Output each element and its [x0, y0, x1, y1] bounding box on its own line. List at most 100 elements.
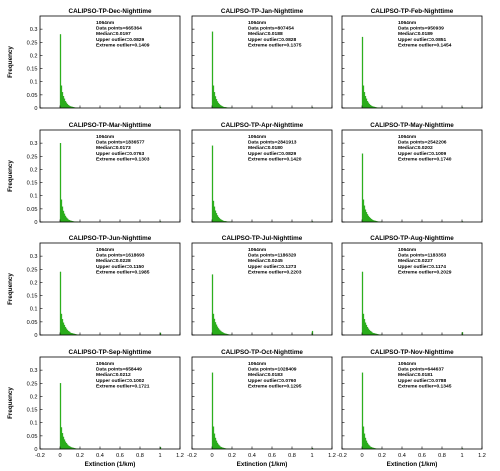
- histogram-bar: [59, 383, 62, 450]
- stat-label: Data points=1183353: [398, 253, 447, 259]
- histogram-bar: [65, 443, 68, 450]
- stat-label: Data points=950939: [398, 26, 444, 32]
- y-tick-label: 0.1: [30, 307, 38, 313]
- stat-label: Extreme outlier=0.1345: [398, 383, 452, 389]
- histogram-bar: [362, 426, 365, 450]
- histogram-bar: [67, 104, 70, 109]
- histogram-bar: [367, 328, 370, 336]
- stat-label: Upper outlier=0.0829: [96, 37, 145, 43]
- stat-label: Data points=1186320: [248, 253, 297, 259]
- histogram-bar: [220, 331, 223, 336]
- plot-frame: [191, 242, 333, 336]
- histogram-bar: [367, 444, 370, 450]
- histogram-bar: [362, 199, 365, 223]
- plot-frame: [39, 15, 181, 109]
- stat-label: Extreme outlier=0.2203: [248, 269, 302, 275]
- histogram-bar: [64, 326, 67, 336]
- histogram-bar: [216, 101, 219, 109]
- histogram-bar: [362, 85, 365, 109]
- stat-label: Median=0.0228: [96, 258, 131, 264]
- stat-label: 1064nm: [96, 361, 115, 367]
- x-tick-label: 1: [460, 453, 463, 459]
- x-tick-label: 1: [310, 453, 313, 459]
- stat-label: Extreme outlier=0.1375: [248, 42, 302, 48]
- panel-title: CALIPSO-TP-Sep-Nighttime: [69, 349, 152, 356]
- stat-label: 1064nm: [398, 247, 417, 253]
- y-tick-label: 0.05: [27, 207, 38, 213]
- histogram-bar: [213, 92, 216, 109]
- stat-label: Extreme outlier=0.1454: [398, 42, 452, 48]
- histogram-bar: [62, 210, 65, 223]
- histogram-bar: [367, 215, 370, 223]
- histogram-bar: [368, 103, 371, 109]
- y-tick-label: 0.1: [30, 421, 38, 427]
- histogram-bar: [63, 213, 66, 223]
- histogram-bar: [215, 213, 218, 223]
- x-tick-label: 1.2: [328, 453, 336, 459]
- stat-label: Upper outlier=0.0828: [248, 37, 297, 43]
- histogram-bar: [217, 216, 220, 223]
- plot-frame: [341, 242, 483, 336]
- stat-label: Extreme outlier=0.1740: [398, 156, 452, 162]
- histogram-bar: [215, 99, 218, 109]
- y-tick-label: 0.25: [27, 40, 38, 46]
- stat-label: Data points=1028409: [248, 367, 297, 373]
- x-tick-label: 0.2: [378, 453, 386, 459]
- x-tick-label: -0.2: [35, 453, 45, 459]
- histogram-bar: [66, 444, 69, 450]
- histogram-bar: [366, 101, 369, 109]
- y-tick-label: 0: [34, 106, 37, 112]
- y-tick-label: 0.3: [30, 27, 38, 33]
- histogram-bar: [68, 331, 71, 336]
- y-tick-label: 0.05: [27, 434, 38, 440]
- stat-label: Extreme outlier=0.1721: [96, 383, 150, 389]
- panel-title: CALIPSO-TP-Mar-Nighttime: [69, 122, 152, 129]
- histogram-bar: [67, 445, 70, 450]
- plot-frame: [191, 15, 333, 109]
- x-tick-label: 0: [360, 453, 363, 459]
- histogram-bar: [66, 329, 69, 336]
- y-tick-label: 0.2: [30, 394, 38, 400]
- histogram-bar: [64, 101, 67, 109]
- x-tick-label: 0.6: [116, 453, 124, 459]
- x-tick-label: 1: [158, 453, 161, 459]
- stat-label: Upper outlier=0.0760: [248, 378, 297, 384]
- x-tick-label: 0.2: [228, 453, 236, 459]
- histogram-bar: [214, 322, 217, 336]
- histogram-bar: [362, 313, 365, 336]
- y-tick-label: 0.25: [27, 267, 38, 273]
- stat-label: Data points=665364: [96, 26, 142, 32]
- histogram-bar: [365, 98, 368, 109]
- histogram-bar: [368, 217, 371, 223]
- histogram-bar: [214, 437, 217, 450]
- stat-label: Extreme outlier=0.1409: [96, 42, 150, 48]
- histogram-bar: [64, 215, 67, 223]
- stat-label: Data points=1836577: [96, 140, 145, 146]
- histogram-bar: [62, 322, 65, 336]
- histogram-bar: [62, 436, 65, 450]
- panel-title: CALIPSO-TP-Dec-Nighttime: [69, 8, 152, 15]
- histogram-bar: [366, 442, 369, 450]
- histogram-bar: [363, 92, 366, 109]
- histogram-bar: [218, 329, 221, 336]
- stat-label: Median=0.0202: [398, 145, 433, 151]
- histogram-bar: [361, 372, 364, 450]
- stat-label: Median=0.0183: [248, 372, 283, 378]
- histogram-bar: [63, 324, 66, 336]
- y-tick-label: 0: [34, 333, 37, 339]
- plot-frame: [191, 356, 333, 450]
- histogram-bar: [67, 330, 70, 336]
- histogram-bar: [60, 427, 63, 450]
- histogram-bar: [361, 36, 364, 109]
- histogram-bar: [212, 200, 215, 223]
- histogram-bar: [365, 324, 368, 336]
- x-tick-label: -0.2: [337, 453, 347, 459]
- stat-label: Extreme outlier=0.1303: [96, 156, 150, 162]
- y-tick-label: 0.15: [27, 181, 38, 187]
- histogram-bar: [219, 330, 222, 336]
- stat-label: 1064nm: [248, 361, 267, 367]
- stat-label: Extreme outlier=0.1295: [248, 383, 302, 389]
